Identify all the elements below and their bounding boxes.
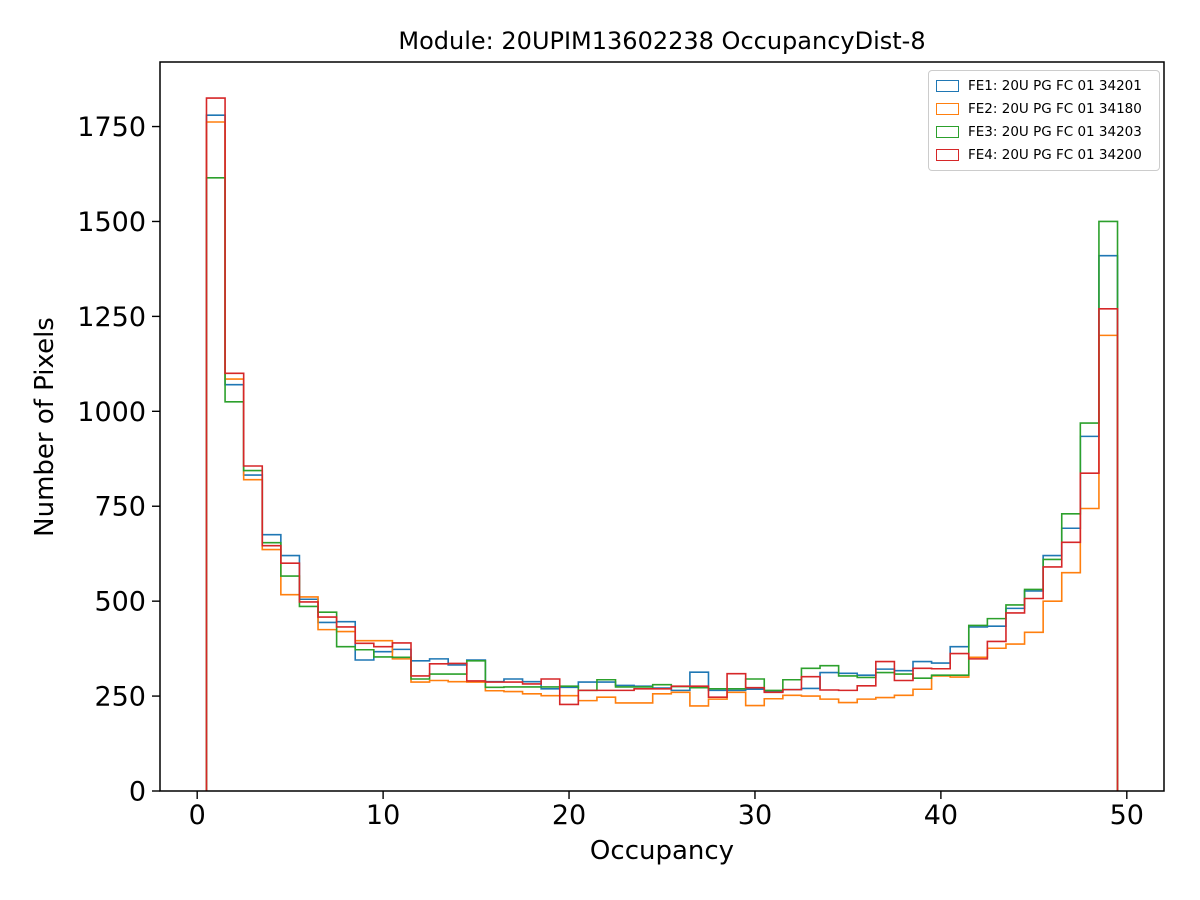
x-tick-label: 10	[366, 800, 400, 831]
y-axis-ticks: 0 250 500 750 1000 1250 1500 1750	[77, 112, 160, 808]
y-tick-label: 1750	[77, 112, 146, 143]
y-axis-label: Number of Pixels	[30, 317, 60, 537]
x-axis-ticks: 0 10 20 30 40 50	[189, 791, 1144, 831]
x-axis-label: Occupancy	[589, 836, 735, 866]
x-tick-label: 50	[1110, 800, 1144, 831]
legend-swatch	[936, 103, 959, 115]
y-tick-label: 1000	[77, 397, 146, 428]
y-tick-label: 250	[94, 682, 146, 713]
y-tick-label: 1500	[77, 207, 146, 238]
legend-label: FE3: 20U PG FC 01 34203	[968, 124, 1142, 140]
legend-swatch	[936, 80, 959, 92]
y-tick-label: 500	[94, 587, 146, 618]
y-tick-label: 1250	[77, 302, 146, 333]
x-tick-label: 0	[189, 800, 206, 831]
legend-label: FE1: 20U PG FC 01 34201	[968, 78, 1142, 94]
legend-entry: FE1: 20U PG FC 01 34201	[936, 76, 1152, 96]
legend-label: FE4: 20U PG FC 01 34200	[968, 147, 1142, 163]
series-group	[205, 97, 1119, 791]
chart-title: Module: 20UPIM13602238 OccupancyDist-8	[398, 27, 926, 55]
legend-label: FE2: 20U PG FC 01 34180	[968, 101, 1142, 117]
x-tick-label: 30	[738, 800, 772, 831]
legend-entry: FE4: 20U PG FC 01 34200	[936, 145, 1152, 165]
legend-swatch	[936, 149, 959, 161]
legend-entry: FE2: 20U PG FC 01 34180	[936, 99, 1152, 119]
legend-swatch	[936, 126, 959, 138]
x-tick-label: 40	[924, 800, 958, 831]
series-fe4	[205, 97, 1119, 791]
y-tick-label: 0	[129, 777, 146, 808]
legend-entry: FE3: 20U PG FC 01 34203	[936, 122, 1152, 142]
axes-spines	[159, 61, 1165, 792]
y-tick-label: 750	[94, 492, 146, 523]
x-tick-label: 20	[552, 800, 586, 831]
legend: FE1: 20U PG FC 01 34201 FE2: 20U PG FC 01…	[928, 70, 1160, 171]
